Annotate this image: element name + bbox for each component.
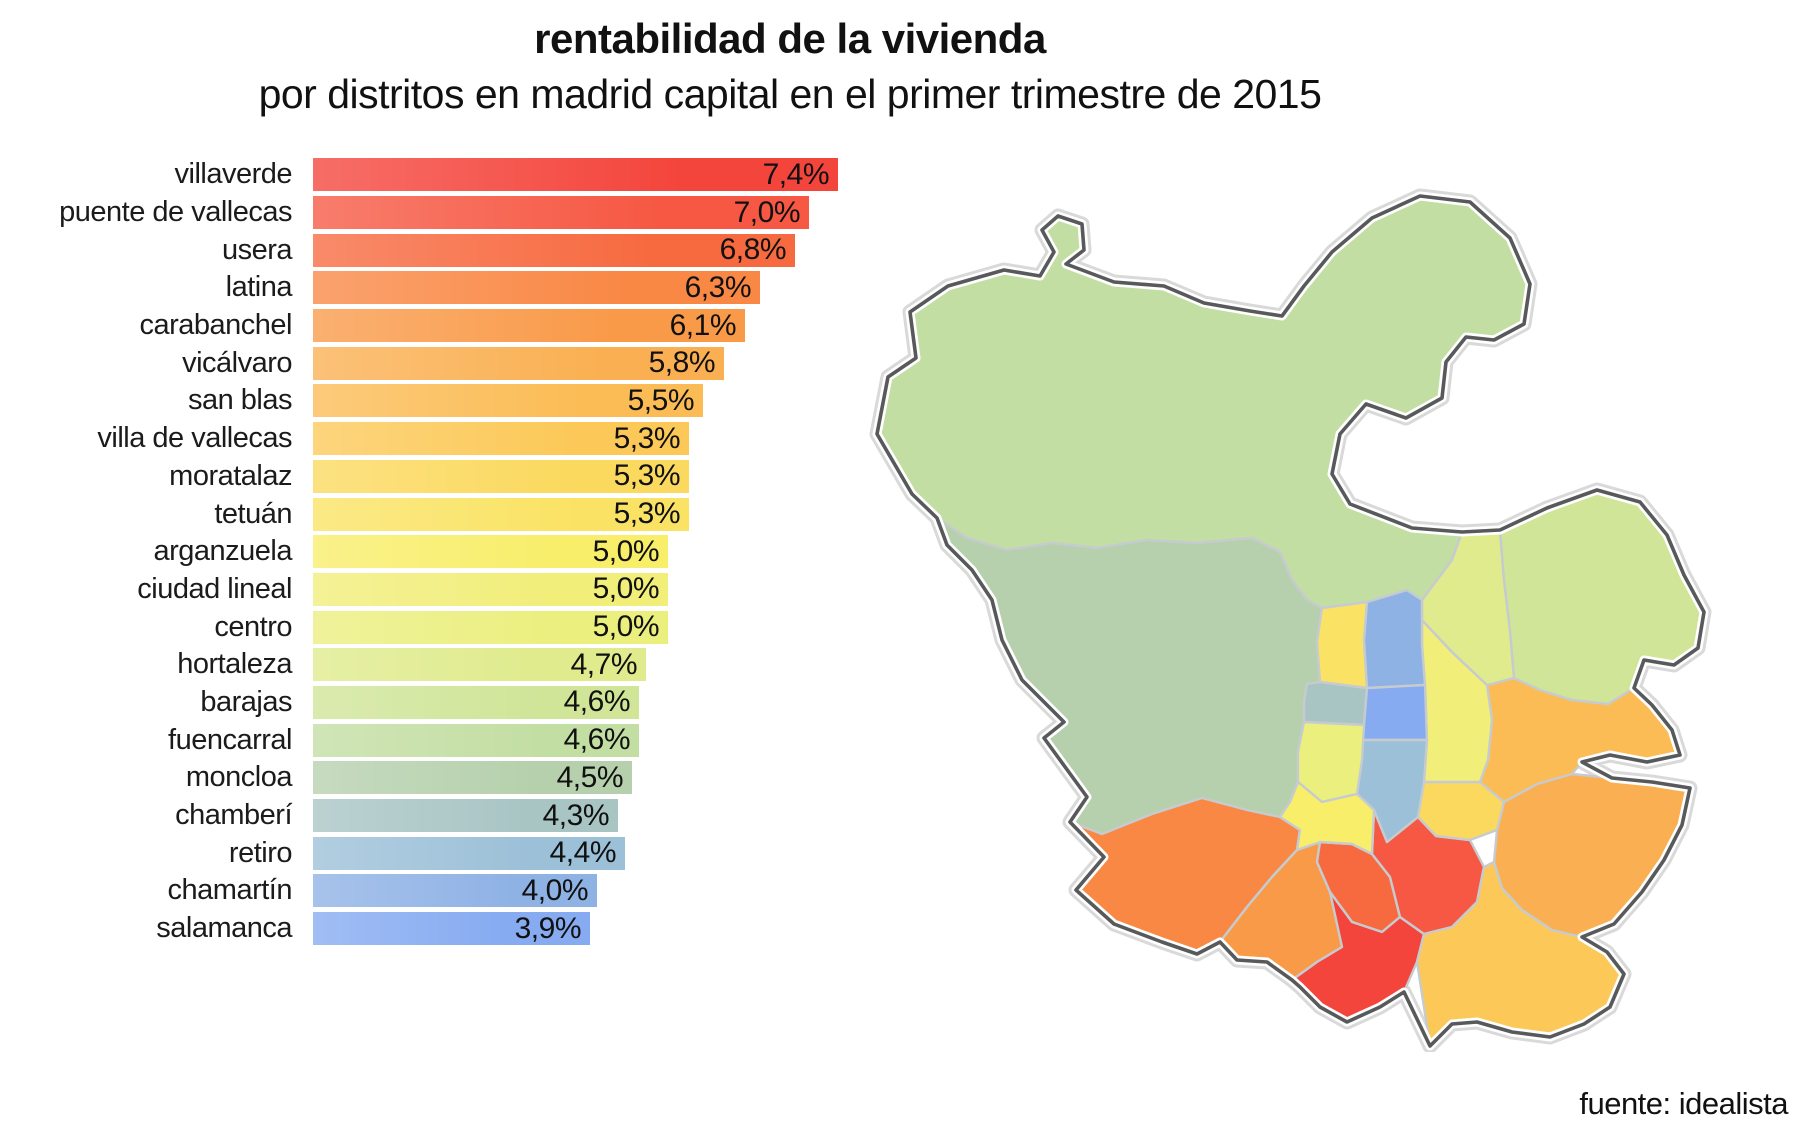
bar[interactable]: 5,5%	[313, 383, 703, 418]
bar[interactable]: 5,0%	[313, 610, 668, 644]
bar-value-label: 5,8%	[648, 346, 716, 380]
page-subtitle: por distritos en madrid capital en el pr…	[258, 70, 1322, 117]
bar-row: villaverde 7,4%	[0, 156, 860, 194]
bar-value-label: 5,3%	[613, 459, 681, 493]
district-label: salamanca	[156, 912, 292, 945]
bar-value-label: 4,6%	[563, 685, 631, 719]
bar[interactable]: 4,6%	[313, 723, 639, 757]
bar-value-label: 6,1%	[669, 308, 737, 342]
bar[interactable]: 6,8%	[313, 233, 795, 267]
bar-row: arganzuela 5,0%	[0, 533, 860, 571]
bar-value-label: 4,5%	[556, 760, 624, 794]
bar-value-label: 4,6%	[563, 723, 631, 757]
district-label: fuencarral	[168, 723, 292, 756]
bar-row: latina 6,3%	[0, 269, 860, 307]
district-label: centro	[214, 610, 292, 643]
bar[interactable]: 4,0%	[313, 873, 597, 908]
district-label: tetuán	[214, 497, 292, 530]
map-district-salamanca[interactable]	[1360, 683, 1429, 742]
bar-value-label: 5,0%	[592, 610, 660, 644]
bar-chart: villaverde 7,4% puente de vallecas 7,0% user…	[0, 156, 860, 947]
bar[interactable]: 5,8%	[313, 346, 724, 380]
bar-value-label: 6,8%	[719, 233, 787, 267]
bar[interactable]: 4,3%	[313, 798, 618, 833]
bar-row: villa de vallecas 5,3%	[0, 420, 860, 458]
bar[interactable]: 4,6%	[313, 685, 639, 719]
district-label: usera	[221, 233, 293, 266]
district-label: chamberí	[175, 799, 292, 832]
bar-value-label: 5,3%	[613, 421, 681, 455]
bar[interactable]: 4,4%	[313, 836, 625, 870]
map-district-chamberi[interactable]	[1302, 680, 1369, 727]
map-municipal-outline	[875, 194, 1706, 1048]
district-label: moratalaz	[169, 459, 292, 492]
bar-value-label: 4,7%	[570, 647, 638, 681]
district-label: moncloa	[185, 761, 293, 794]
bar-value-label: 7,4%	[762, 157, 830, 191]
chart-header: rentabilidad de la vivienda por distrito…	[0, 14, 1580, 118]
source-credit: fuente: idealista	[1579, 1086, 1788, 1121]
district-label: villaverde	[174, 158, 293, 191]
district-label: puente de vallecas	[59, 196, 292, 229]
bar-row: puente de vallecas 7,0%	[0, 194, 860, 232]
bar-row: moratalaz 5,3%	[0, 458, 860, 496]
bar-value-label: 5,3%	[613, 497, 681, 531]
bar-row: vicálvaro 5,8%	[0, 344, 860, 382]
bar-row: usera 6,8%	[0, 231, 860, 269]
bar-value-label: 5,0%	[592, 534, 660, 568]
district-label: chamartín	[167, 874, 293, 907]
bar-value-label: 5,0%	[592, 572, 660, 606]
bar-row: fuencarral 4,6%	[0, 721, 860, 759]
district-label: carabanchel	[139, 309, 293, 342]
bar[interactable]: 7,0%	[313, 195, 809, 230]
page-title: rentabilidad de la vivienda	[534, 15, 1046, 62]
bar[interactable]: 5,3%	[313, 459, 689, 493]
bar[interactable]: 6,1%	[313, 308, 745, 343]
bar-value-label: 7,0%	[733, 195, 801, 229]
bar-row: salamanca 3,9%	[0, 910, 860, 948]
map-district-arganzuela[interactable]	[1278, 780, 1376, 856]
district-label: san blas	[187, 384, 293, 417]
bar[interactable]: 7,4%	[313, 157, 838, 192]
bar-value-label: 4,0%	[521, 873, 589, 907]
bar-row: barajas 4,6%	[0, 684, 860, 722]
district-label: vicálvaro	[182, 346, 292, 379]
bar[interactable]: 5,3%	[313, 421, 689, 456]
bar-value-label: 5,5%	[627, 383, 695, 417]
bar-value-label: 6,3%	[684, 270, 752, 304]
district-label: arganzuela	[153, 535, 293, 568]
bar-row: retiro 4,4%	[0, 834, 860, 872]
bar-row: ciudad lineal 5,0%	[0, 571, 860, 609]
bar[interactable]: 4,5%	[313, 760, 632, 795]
bar[interactable]: 5,3%	[313, 497, 689, 531]
bar[interactable]: 4,7%	[313, 647, 646, 682]
district-label: latina	[225, 271, 293, 304]
district-label: ciudad lineal	[137, 572, 292, 605]
district-label: retiro	[228, 836, 293, 869]
bar-row: chamberí 4,3%	[0, 797, 860, 835]
bar-value-label: 4,4%	[549, 836, 617, 870]
map-district-moncloa[interactable]	[935, 516, 1324, 836]
bar-row: san blas 5,5%	[0, 382, 860, 420]
map-district-chamartin[interactable]	[1362, 588, 1427, 690]
bar-row: moncloa 4,5%	[0, 759, 860, 797]
district-label: barajas	[200, 685, 292, 718]
bar-row: hortaleza 4,7%	[0, 646, 860, 684]
bar-row: chamartín 4,0%	[0, 872, 860, 910]
bar-value-label: 3,9%	[514, 911, 582, 945]
bar[interactable]: 3,9%	[313, 911, 590, 946]
district-label: hortaleza	[177, 648, 292, 681]
district-label: villa de vallecas	[97, 422, 292, 455]
bar-value-label: 4,3%	[542, 798, 610, 832]
bar[interactable]: 6,3%	[313, 270, 760, 305]
bar-row: tetuán 5,3%	[0, 495, 860, 533]
bar-row: centro 5,0%	[0, 608, 860, 646]
bar-row: carabanchel 6,1%	[0, 307, 860, 345]
bar[interactable]: 5,0%	[313, 534, 668, 569]
map-district-tetuan[interactable]	[1315, 600, 1369, 690]
madrid-districts-map	[852, 162, 1712, 1057]
bar[interactable]: 5,0%	[313, 572, 668, 606]
